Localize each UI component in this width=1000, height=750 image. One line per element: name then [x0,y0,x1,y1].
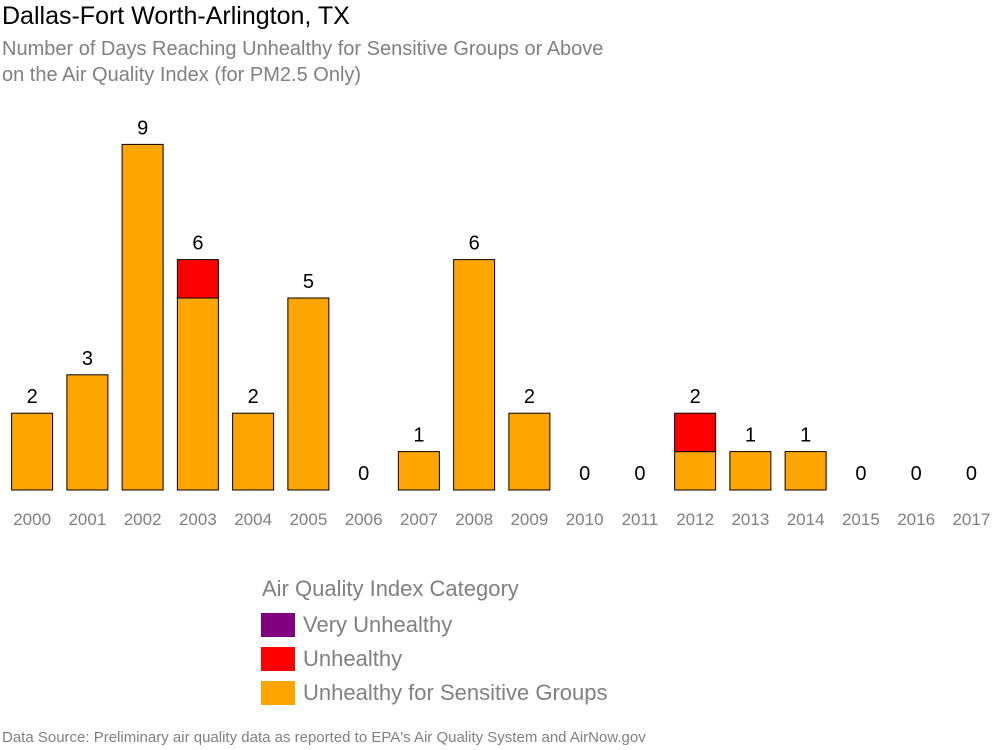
bar-2014-series-0 [784,451,827,491]
chart-subtitle: Number of Days Reaching Unhealthy for Se… [2,36,603,88]
chart-title: Dallas-Fort Worth-Arlington, TX [2,2,350,30]
bar-2013-series-0 [729,451,772,491]
x-tick-label-2007: 2007 [400,510,438,529]
data-label-2005: 5 [303,271,314,293]
bar-2007-series-0 [397,451,440,491]
data-label-2003: 6 [192,233,203,255]
x-tick-label-2017: 2017 [952,510,990,529]
bar-2002-series-0 [121,143,164,491]
data-source-note: Data Source: Preliminary air quality dat… [2,729,646,746]
bar-2008-series-0 [453,259,496,491]
x-tick-label-2003: 2003 [179,510,217,529]
data-label-2004: 2 [248,386,259,408]
legend-label-very-unhealthy: Very Unhealthy [303,612,453,637]
bar-2001-series-0 [66,374,109,491]
subtitle-line-1: Number of Days Reaching Unhealthy for Se… [2,38,604,60]
x-tick-label-2005: 2005 [289,510,327,529]
data-label-2014: 1 [800,425,811,447]
x-tick-label-2000: 2000 [13,510,51,529]
data-label-2012: 2 [690,386,701,408]
bar-2012-series-1 [674,412,717,453]
legend-label-unhealthy: Unhealthy [303,646,403,671]
x-tick-label-2015: 2015 [842,510,880,529]
data-label-2017: 0 [966,463,977,485]
data-label-2007: 1 [413,425,424,447]
legend-item-very-unhealthy: Very Unhealthy [261,612,452,638]
data-label-2006: 0 [358,463,369,485]
data-label-2011: 0 [634,463,645,485]
x-tick-label-2001: 2001 [68,510,106,529]
data-label-2008: 6 [469,233,480,255]
data-label-2001: 3 [82,348,93,370]
data-label-2009: 2 [524,386,535,408]
x-tick-label-2016: 2016 [897,510,935,529]
subtitle-line-2: on the Air Quality Index (for PM2.5 Only… [2,64,362,86]
legend-label-usg: Unhealthy for Sensitive Groups [303,680,608,705]
x-tick-label-2014: 2014 [787,510,825,529]
x-tick-label-2011: 2011 [622,510,659,529]
bar-2005-series-0 [287,297,330,491]
legend-swatch-usg [261,681,295,705]
x-tick-label-2012: 2012 [676,510,714,529]
x-tick-label-2002: 2002 [124,510,162,529]
x-tick-label-2013: 2013 [731,510,769,529]
legend-swatch-very-unhealthy [261,613,295,637]
x-tick-label-2010: 2010 [566,510,604,529]
data-label-2015: 0 [855,463,866,485]
bar-2012-series-0 [674,451,717,491]
x-tick-label-2009: 2009 [510,510,548,529]
x-tick-label-2008: 2008 [455,510,493,529]
data-label-2010: 0 [579,463,590,485]
bar-2004-series-0 [232,412,275,491]
bar-2003-series-1 [176,259,219,299]
legend-title: Air Quality Index Category [262,576,519,601]
legend-swatch-unhealthy [261,647,295,671]
bar-2000-series-0 [11,412,54,491]
legend-item-usg: Unhealthy for Sensitive Groups [261,680,608,706]
bar-chart: 2200032001920026200322004520050200612007… [11,117,990,529]
legend-item-unhealthy: Unhealthy [261,646,402,672]
data-label-2000: 2 [27,386,38,408]
bar-2009-series-0 [508,412,551,491]
x-tick-label-2006: 2006 [345,510,383,529]
data-label-2013: 1 [745,425,756,447]
data-label-2016: 0 [911,463,922,485]
bar-2003-series-0 [176,297,219,491]
x-tick-label-2004: 2004 [234,510,272,529]
data-label-2002: 9 [137,117,148,139]
